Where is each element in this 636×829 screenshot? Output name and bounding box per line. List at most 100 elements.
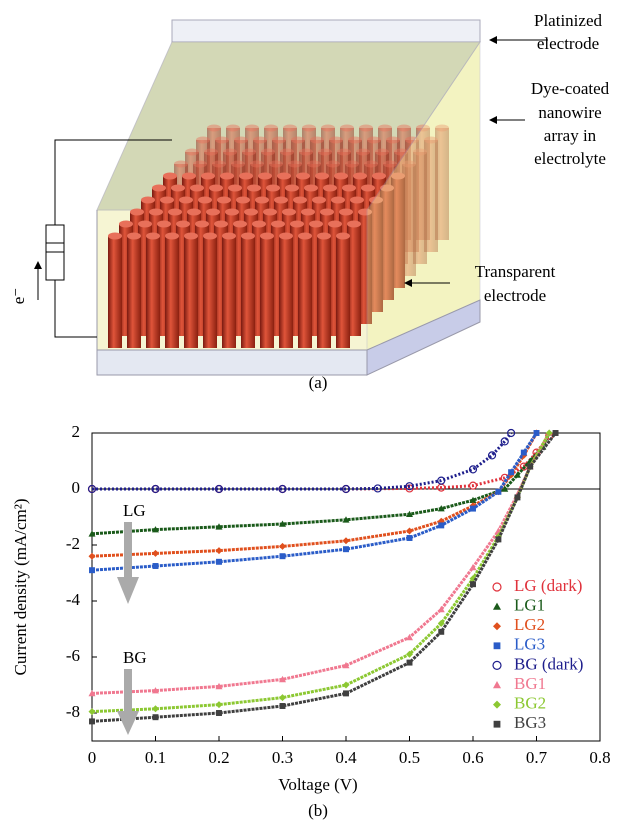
nanowire-top bbox=[233, 220, 247, 228]
nanowire-top bbox=[336, 232, 350, 240]
legend-label: LG3 bbox=[514, 635, 545, 654]
legend-label: BG1 bbox=[514, 674, 546, 693]
marker bbox=[88, 708, 96, 716]
nanowire-top bbox=[405, 136, 419, 144]
transparent-electrode bbox=[96, 349, 368, 376]
nanowire-top bbox=[288, 160, 302, 168]
nanowire-top bbox=[165, 232, 179, 240]
nanowire-top bbox=[383, 160, 397, 168]
nanowire-top bbox=[255, 196, 269, 204]
nanowire bbox=[358, 212, 372, 324]
marker bbox=[552, 430, 559, 436]
marker bbox=[152, 714, 159, 721]
nanowire-top bbox=[203, 232, 217, 240]
nanowire-top bbox=[171, 184, 185, 192]
marker bbox=[437, 476, 446, 485]
marker bbox=[406, 527, 413, 535]
marker bbox=[514, 494, 521, 501]
marker bbox=[88, 552, 96, 560]
nanowire-top bbox=[220, 172, 234, 180]
nanowire-top bbox=[198, 196, 212, 204]
nanowire-top bbox=[282, 208, 296, 216]
nanowire-top bbox=[367, 136, 381, 144]
legend-marker bbox=[492, 660, 502, 671]
nanowire-top bbox=[315, 172, 329, 180]
legend-marker bbox=[493, 720, 501, 728]
marker bbox=[406, 535, 413, 541]
nanowire-top bbox=[160, 196, 174, 204]
nanowire-top bbox=[309, 220, 323, 228]
nanowire-top bbox=[299, 148, 313, 156]
nanowire-top bbox=[234, 136, 248, 144]
nanowire-top bbox=[222, 232, 236, 240]
nanowire-top bbox=[337, 148, 351, 156]
marker bbox=[215, 523, 223, 530]
annotation-arrow bbox=[117, 711, 139, 735]
nanowire-top bbox=[353, 172, 367, 180]
nanowire-top bbox=[435, 124, 449, 132]
marker bbox=[406, 510, 413, 517]
nanowire-top bbox=[291, 136, 305, 144]
nanowire-top bbox=[261, 148, 275, 156]
x-tick-label: 0.6 bbox=[462, 748, 483, 767]
marker bbox=[508, 469, 515, 476]
nanowire-top bbox=[157, 220, 171, 228]
legend-label: LG2 bbox=[514, 615, 545, 634]
nanowire-top bbox=[209, 184, 223, 192]
marker bbox=[89, 718, 95, 725]
marker bbox=[279, 553, 286, 560]
platinized-label: electrode bbox=[537, 34, 599, 53]
marker bbox=[469, 496, 477, 503]
nanowire-top bbox=[290, 220, 304, 228]
nanowire-top bbox=[280, 148, 294, 156]
nanowire-top bbox=[264, 124, 278, 132]
x-tick-label: 0.4 bbox=[335, 748, 357, 767]
nanowire-array bbox=[108, 124, 449, 348]
nanowire-top bbox=[241, 232, 255, 240]
nanowire-top bbox=[359, 124, 373, 132]
series-line bbox=[91, 432, 551, 714]
nanowire-top bbox=[323, 184, 337, 192]
nanowire-top bbox=[331, 196, 345, 204]
top-plate-back bbox=[171, 19, 481, 43]
legend-label: BG2 bbox=[514, 694, 546, 713]
marker bbox=[342, 516, 350, 523]
nanowire-top bbox=[130, 208, 144, 216]
marker bbox=[88, 689, 96, 697]
marker bbox=[468, 465, 478, 474]
nanowire-top bbox=[361, 184, 375, 192]
nanowire bbox=[391, 176, 405, 288]
annotation: LG bbox=[123, 501, 146, 520]
nanowire bbox=[336, 236, 350, 348]
nanowire-top bbox=[342, 184, 356, 192]
x-tick-label: 0.3 bbox=[272, 748, 293, 767]
marker bbox=[341, 484, 351, 494]
nanowire-top bbox=[277, 172, 291, 180]
y-tick-label: -6 bbox=[66, 646, 80, 665]
marker bbox=[278, 484, 287, 494]
nanowire-top bbox=[253, 136, 267, 144]
nanowire-top bbox=[271, 220, 285, 228]
marker bbox=[152, 549, 159, 557]
nanowire-top bbox=[225, 208, 239, 216]
nanowire bbox=[203, 236, 217, 348]
marker bbox=[342, 681, 350, 689]
transparent-label: electrode bbox=[484, 286, 546, 305]
marker bbox=[216, 710, 222, 716]
marker bbox=[507, 428, 516, 438]
annotation-arrow bbox=[124, 522, 132, 577]
x-tick-label: 0.8 bbox=[589, 748, 610, 767]
marker bbox=[495, 488, 502, 495]
nanowire-top bbox=[397, 124, 411, 132]
nanowire-top bbox=[340, 124, 354, 132]
marker bbox=[469, 563, 477, 571]
marker bbox=[513, 471, 521, 478]
nanowire bbox=[402, 164, 416, 276]
nanowire-top bbox=[204, 148, 218, 156]
x-axis-title: Voltage (V) bbox=[278, 775, 357, 794]
nanowire-top bbox=[307, 160, 321, 168]
nanowire bbox=[108, 236, 122, 348]
marker bbox=[527, 463, 534, 470]
annotation: BG bbox=[123, 648, 147, 667]
nanowire-top bbox=[328, 220, 342, 228]
